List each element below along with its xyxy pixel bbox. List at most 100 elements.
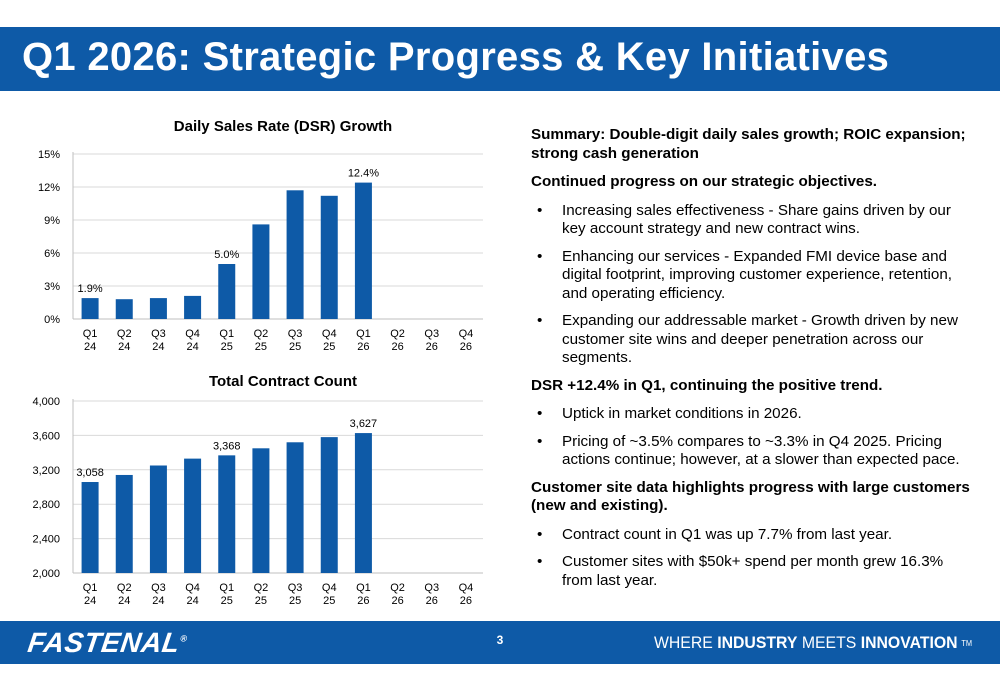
- y-tick-label: 4,000: [32, 396, 60, 408]
- y-tick-label: 6%: [44, 248, 60, 260]
- x-tick-label-year: 24: [84, 341, 96, 353]
- bar: [252, 224, 270, 319]
- x-tick-label-year: 24: [152, 341, 164, 353]
- trademark-mark: TM: [961, 639, 972, 649]
- x-tick-label-quarter: Q1: [83, 328, 98, 340]
- x-tick-label-year: 26: [460, 595, 472, 607]
- x-tick-label-quarter: Q1: [356, 328, 371, 340]
- x-tick-label-year: 25: [221, 595, 233, 607]
- x-tick-label-quarter: Q1: [83, 582, 98, 594]
- chart-title: Total Contract Count: [209, 373, 357, 390]
- bar: [184, 295, 202, 319]
- x-tick-label-year: 26: [426, 595, 438, 607]
- page-number: 3: [496, 633, 504, 647]
- x-tick-label-year: 25: [323, 595, 335, 607]
- x-tick-label-quarter: Q3: [151, 328, 166, 340]
- bar: [149, 465, 167, 573]
- y-tick-label: 3,200: [32, 465, 60, 477]
- x-tick-label-year: 24: [118, 595, 130, 607]
- x-tick-label-year: 24: [186, 341, 198, 353]
- dsr-growth-chart: Daily Sales Rate (DSR) Growth 0% 3% 6% 9% 12%…: [18, 112, 508, 362]
- x-tick-label-year: 26: [357, 341, 369, 353]
- contract-count-chart: Total Contract Count 2,000 2,400 2,800 3,200…: [18, 367, 508, 612]
- fastenal-logo: FASTENAL®: [26, 627, 189, 659]
- x-tick-label-quarter: Q1: [219, 328, 234, 340]
- x-tick-label-quarter: Q2: [254, 328, 269, 340]
- registered-mark: ®: [179, 633, 189, 644]
- x-tick-label-year: 26: [391, 595, 403, 607]
- y-tick-label: 2,000: [32, 568, 60, 580]
- tagline-word: INDUSTRY: [717, 633, 798, 652]
- x-tick-label-year: 26: [460, 341, 472, 353]
- x-tick-label-quarter: Q2: [117, 582, 132, 594]
- x-tick-label-quarter: Q2: [254, 582, 269, 594]
- data-label: 1.9%: [78, 283, 103, 295]
- data-label: 5.0%: [214, 249, 239, 261]
- data-label: 3,368: [213, 440, 241, 452]
- bar: [286, 442, 304, 573]
- x-tick-label-year: 25: [323, 341, 335, 353]
- bar: [184, 458, 202, 573]
- y-tick-label: 2,400: [32, 534, 60, 546]
- x-tick-label-quarter: Q2: [390, 328, 405, 340]
- strategic-objectives-heading: Continued progress on our strategic obje…: [531, 173, 877, 190]
- bar: [218, 455, 236, 573]
- x-tick-label-year: 24: [84, 595, 96, 607]
- y-tick-label: 2,800: [32, 499, 60, 511]
- dsr-growth-chart-svg: Daily Sales Rate (DSR) Growth 0% 3% 6% 9% 12%…: [38, 118, 483, 353]
- bullet-item: Expanding our addressable market - Growt…: [531, 312, 976, 368]
- bar: [81, 482, 99, 573]
- bullet-item: Pricing of ~3.5% compares to ~3.3% in Q4…: [531, 433, 976, 470]
- bar: [81, 298, 99, 319]
- x-tick-label-year: 25: [255, 595, 267, 607]
- customer-site-list: Contract count in Q1 was up 7.7% from la…: [531, 526, 976, 591]
- x-tick-label-year: 25: [289, 341, 301, 353]
- footer-bar: FASTENAL® 3 WHERE INDUSTRY MEETS INNOVAT…: [0, 621, 1000, 664]
- x-tick-label-year: 24: [118, 341, 130, 353]
- bar: [149, 298, 167, 319]
- x-tick-label-quarter: Q4: [185, 328, 200, 340]
- bar: [252, 448, 270, 573]
- x-tick-label-year: 25: [221, 341, 233, 353]
- y-tick-label: 15%: [38, 149, 60, 161]
- x-tick-label-year: 26: [391, 341, 403, 353]
- bullet-item: Contract count in Q1 was up 7.7% from la…: [531, 526, 976, 545]
- tagline-word: INNOVATION: [860, 633, 958, 652]
- y-tick-label: 9%: [44, 215, 60, 227]
- tagline: WHERE INDUSTRY MEETS INNOVATION TM: [654, 633, 972, 653]
- x-tick-label-quarter: Q3: [424, 328, 439, 340]
- logo-text: FASTENAL: [25, 627, 183, 658]
- bullet-item: Increasing sales effectiveness - Share g…: [531, 202, 976, 239]
- x-tick-label-quarter: Q4: [322, 328, 337, 340]
- x-tick-label-quarter: Q3: [288, 328, 303, 340]
- bar: [354, 182, 372, 319]
- data-label: 12.4%: [348, 168, 379, 180]
- y-tick-label: 12%: [38, 182, 60, 194]
- chart-title: Daily Sales Rate (DSR) Growth: [174, 118, 392, 135]
- contract-count-chart-svg: Total Contract Count 2,000 2,400 2,800 3,200…: [32, 373, 483, 607]
- x-tick-label-year: 26: [426, 341, 438, 353]
- x-tick-label-year: 25: [255, 341, 267, 353]
- bullet-item: Enhancing our services - Expanded FMI de…: [531, 248, 976, 304]
- x-tick-label-quarter: Q4: [459, 328, 474, 340]
- data-label: 3,058: [76, 467, 104, 479]
- x-tick-label-quarter: Q2: [390, 582, 405, 594]
- x-tick-label-year: 24: [186, 595, 198, 607]
- dsr-list: Uptick in market conditions in 2026. Pri…: [531, 405, 976, 470]
- bar: [218, 264, 236, 319]
- dsr-heading: DSR +12.4% in Q1, continuing the positiv…: [531, 376, 883, 394]
- customer-site-heading: Customer site data highlights progress w…: [531, 478, 970, 515]
- x-tick-label-year: 25: [289, 595, 301, 607]
- bar: [354, 433, 372, 573]
- bar: [320, 195, 338, 319]
- y-tick-label: 3,600: [32, 430, 60, 442]
- bullet-item: Uptick in market conditions in 2026.: [531, 405, 976, 424]
- summary-heading: Summary: Double-digit daily sales growth…: [531, 126, 966, 162]
- summary-panel: Summary: Double-digit daily sales growth…: [531, 126, 976, 599]
- title-bar: Q1 2026: Strategic Progress & Key Initia…: [0, 27, 1000, 91]
- bar: [286, 190, 304, 319]
- bar: [320, 437, 338, 573]
- slide-title: Q1 2026: Strategic Progress & Key Initia…: [22, 35, 890, 79]
- bullet-item: Customer sites with $50k+ spend per mont…: [531, 553, 976, 590]
- y-tick-label: 0%: [44, 314, 60, 326]
